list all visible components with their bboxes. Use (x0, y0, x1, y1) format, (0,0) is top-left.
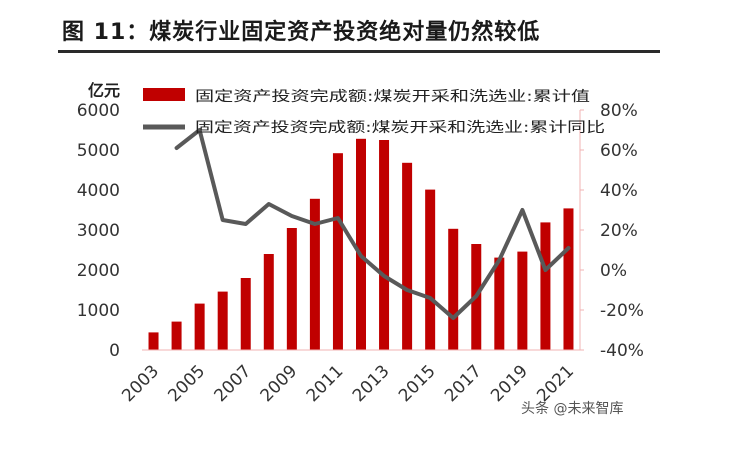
x-tick-label: 2017 (441, 361, 486, 406)
legend-bar-label: 固定资产投资完成额:煤炭开采和洗选业:累计值 (195, 89, 590, 105)
bar (217, 291, 228, 350)
left-axis-unit: 亿元 (88, 81, 120, 100)
bar (332, 153, 343, 350)
right-tick-label: 0% (600, 261, 627, 281)
right-tick-label: -40% (600, 341, 644, 361)
right-axis: -40% -20% 0% 20% 40% 60% 80% (579, 101, 644, 361)
left-tick-label: 1000 (77, 301, 120, 321)
bar (402, 162, 413, 350)
left-tick-label: 6000 (77, 101, 120, 121)
watermark: 头条 @未来智库 (521, 401, 624, 417)
page-title: 图 11：煤炭行业固定资产投资绝对量仍然较低 (62, 20, 541, 45)
bar (194, 303, 205, 350)
left-tick-label: 2000 (77, 261, 120, 281)
bar (425, 189, 436, 350)
bar (448, 228, 459, 350)
bar (171, 321, 182, 350)
bar-series (148, 138, 574, 350)
bar (379, 140, 390, 350)
legend-bar-swatch (143, 88, 185, 101)
right-tick-label: 40% (600, 181, 638, 201)
line-path (174, 128, 571, 320)
right-tick-label: 80% (600, 101, 638, 121)
bar (148, 332, 159, 350)
title-divider (58, 50, 660, 53)
x-tick-label: 2013 (349, 361, 394, 406)
bar (263, 254, 274, 350)
left-tick-label: 5000 (77, 141, 120, 161)
legend: 固定资产投资完成额:煤炭开采和洗选业:累计值固定资产投资完成额:煤炭开采和洗选业… (143, 88, 605, 136)
bar (286, 228, 297, 350)
x-axis: 2003 2005 2007 2009 2011 2013 2015 2017 2019 2021 (118, 349, 580, 406)
bar (540, 222, 551, 350)
bar (240, 278, 251, 350)
bar (494, 257, 505, 350)
x-tick-label: 2011 (303, 361, 348, 406)
legend-line-label: 固定资产投资完成额:煤炭开采和洗选业:累计同比 (195, 120, 605, 136)
bar (563, 208, 574, 350)
bar (356, 138, 366, 350)
line-series (174, 128, 571, 320)
x-tick-label: 2015 (395, 361, 440, 406)
left-tick-label: 4000 (77, 181, 120, 201)
bar (517, 251, 528, 350)
x-tick-label: 2007 (211, 361, 256, 406)
right-tick-label: -20% (600, 301, 644, 321)
x-tick-label: 2003 (118, 361, 163, 406)
right-tick-label: 20% (600, 221, 638, 241)
x-tick-label: 2009 (257, 361, 302, 406)
x-tick-label: 2005 (164, 361, 209, 406)
bar (309, 198, 320, 350)
left-tick-label: 0 (109, 341, 120, 361)
left-tick-label: 3000 (77, 221, 120, 241)
right-tick-label: 60% (600, 141, 638, 161)
